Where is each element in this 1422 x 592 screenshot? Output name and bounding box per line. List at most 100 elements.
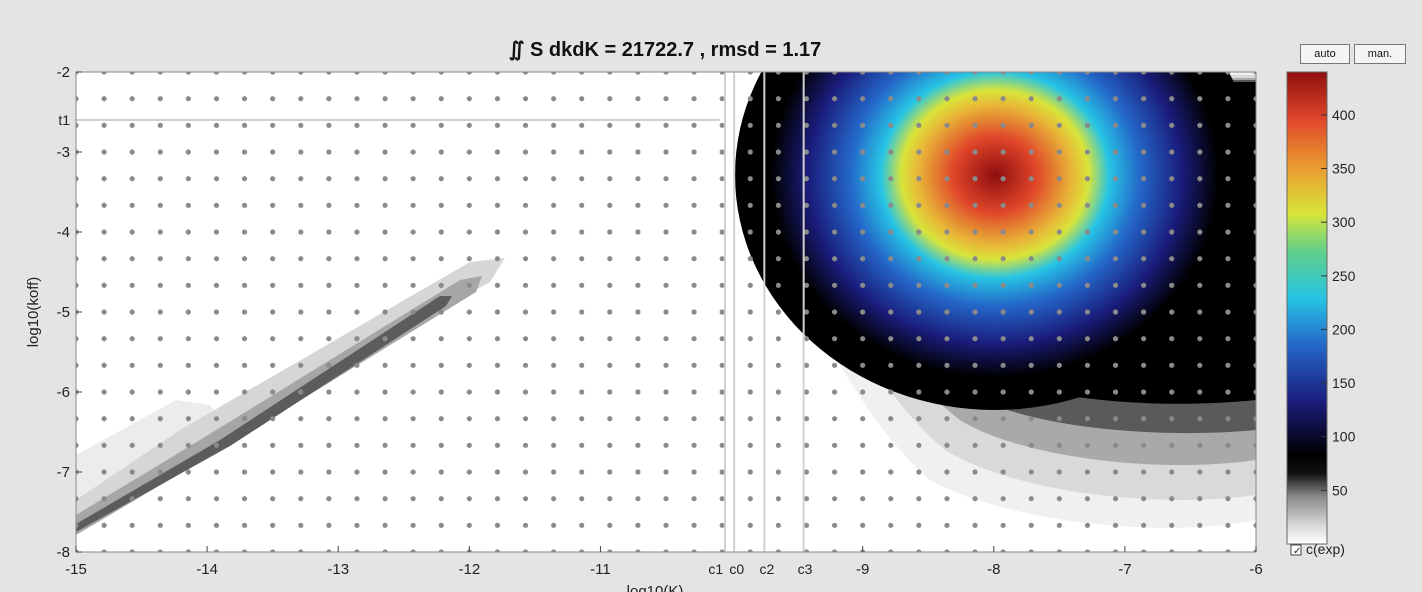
grid-dot <box>298 442 304 448</box>
grid-dot <box>270 229 276 235</box>
grid-dot <box>635 122 641 128</box>
grid-dot <box>916 309 922 315</box>
grid-dot <box>270 522 276 528</box>
grid-dot <box>1169 176 1175 182</box>
grid-dot <box>270 72 276 75</box>
grid-dot <box>1056 389 1062 395</box>
grid-dot <box>1056 122 1062 128</box>
grid-dot <box>76 549 79 552</box>
colorbar-tick-label: 150 <box>1332 375 1356 391</box>
grid-dot <box>1225 496 1231 502</box>
grid-dot <box>101 149 107 155</box>
grid-dot <box>76 176 79 182</box>
grid-dot <box>129 416 135 422</box>
grid-dot <box>607 362 613 368</box>
grid-dot <box>803 72 810 75</box>
grid-dot <box>1253 96 1256 102</box>
grid-dot <box>522 149 529 155</box>
grid-dot <box>663 389 669 395</box>
grid-dot <box>410 469 416 475</box>
grid-dot <box>522 496 529 502</box>
grid-dot <box>944 416 950 422</box>
grid-dot <box>185 442 191 448</box>
grid-dot <box>860 282 866 288</box>
grid-dot <box>1084 549 1091 552</box>
grid-dot <box>1253 496 1256 502</box>
grid-dot <box>185 416 191 422</box>
grid-dot <box>747 176 753 182</box>
grid-dot <box>241 176 248 182</box>
grid-dot <box>747 496 753 502</box>
grid-dot <box>747 202 753 208</box>
grid-dot <box>551 469 557 475</box>
grid-dot <box>213 149 220 155</box>
y-tick-label: -4 <box>57 224 70 241</box>
grid-dot <box>1112 549 1119 552</box>
grid-dot <box>1056 362 1062 368</box>
grid-dot <box>860 442 866 448</box>
colorbar[interactable] <box>1286 71 1328 545</box>
grid-dot <box>1225 256 1231 262</box>
grid-dot <box>1000 122 1006 128</box>
grid-dot <box>691 149 697 155</box>
grid-dot <box>157 72 163 75</box>
grid-dot <box>270 469 276 475</box>
exp-checkbox[interactable] <box>1290 544 1302 556</box>
grid-dot <box>1084 442 1091 448</box>
grid-dot <box>1141 522 1147 528</box>
grid-dot <box>1225 282 1231 288</box>
grid-dot <box>129 256 135 262</box>
grid-dot <box>607 522 613 528</box>
grid-dot <box>691 282 697 288</box>
grid-dot <box>1028 202 1034 208</box>
grid-dot <box>494 149 501 155</box>
grid-dot <box>607 256 613 262</box>
grid-dot <box>972 122 978 128</box>
grid-dot <box>298 256 304 262</box>
grid-dot <box>579 522 585 528</box>
grid-dot <box>1000 522 1006 528</box>
grid-dot <box>270 416 276 422</box>
grid-dot <box>270 96 276 102</box>
grid-dot <box>1141 229 1147 235</box>
grid-dot <box>579 469 585 475</box>
grid-dot <box>691 496 697 502</box>
grid-dot <box>972 96 978 102</box>
grid-dot <box>326 149 332 155</box>
grid-dot <box>494 336 501 342</box>
grid-dot <box>354 309 360 315</box>
grid-dot <box>410 122 416 128</box>
manual-scale-button[interactable]: man. <box>1354 44 1406 64</box>
grid-dot <box>944 442 950 448</box>
grid-dot <box>803 256 810 262</box>
grid-dot <box>438 522 444 528</box>
grid-dot <box>888 96 894 102</box>
grid-dot <box>410 256 416 262</box>
grid-dot <box>607 202 613 208</box>
colorbar-footer-label: c(exp) <box>1306 541 1345 557</box>
grid-dot <box>438 362 444 368</box>
grid-dot <box>241 309 248 315</box>
grid-dot <box>551 202 557 208</box>
x-tick-label: -11 <box>590 561 611 578</box>
grid-dot <box>1112 336 1119 342</box>
grid-dot <box>522 469 529 475</box>
grid-dot <box>270 549 276 552</box>
grid-dot <box>1084 176 1091 182</box>
grid-dot <box>76 336 79 342</box>
grid-dot <box>944 522 950 528</box>
grid-dot <box>607 416 613 422</box>
grid-dot <box>607 442 613 448</box>
grid-dot <box>185 229 191 235</box>
grid-dot <box>1112 72 1119 75</box>
grid-dot <box>326 122 332 128</box>
grid-dot <box>213 389 220 395</box>
grid-dot <box>438 72 444 75</box>
grid-dot <box>1028 72 1034 75</box>
grid-dot <box>607 549 613 552</box>
grid-dot <box>76 202 79 208</box>
grid-dot <box>1112 469 1119 475</box>
grid-dot <box>213 309 220 315</box>
auto-scale-button[interactable]: auto <box>1300 44 1350 64</box>
grid-dot <box>298 416 304 422</box>
